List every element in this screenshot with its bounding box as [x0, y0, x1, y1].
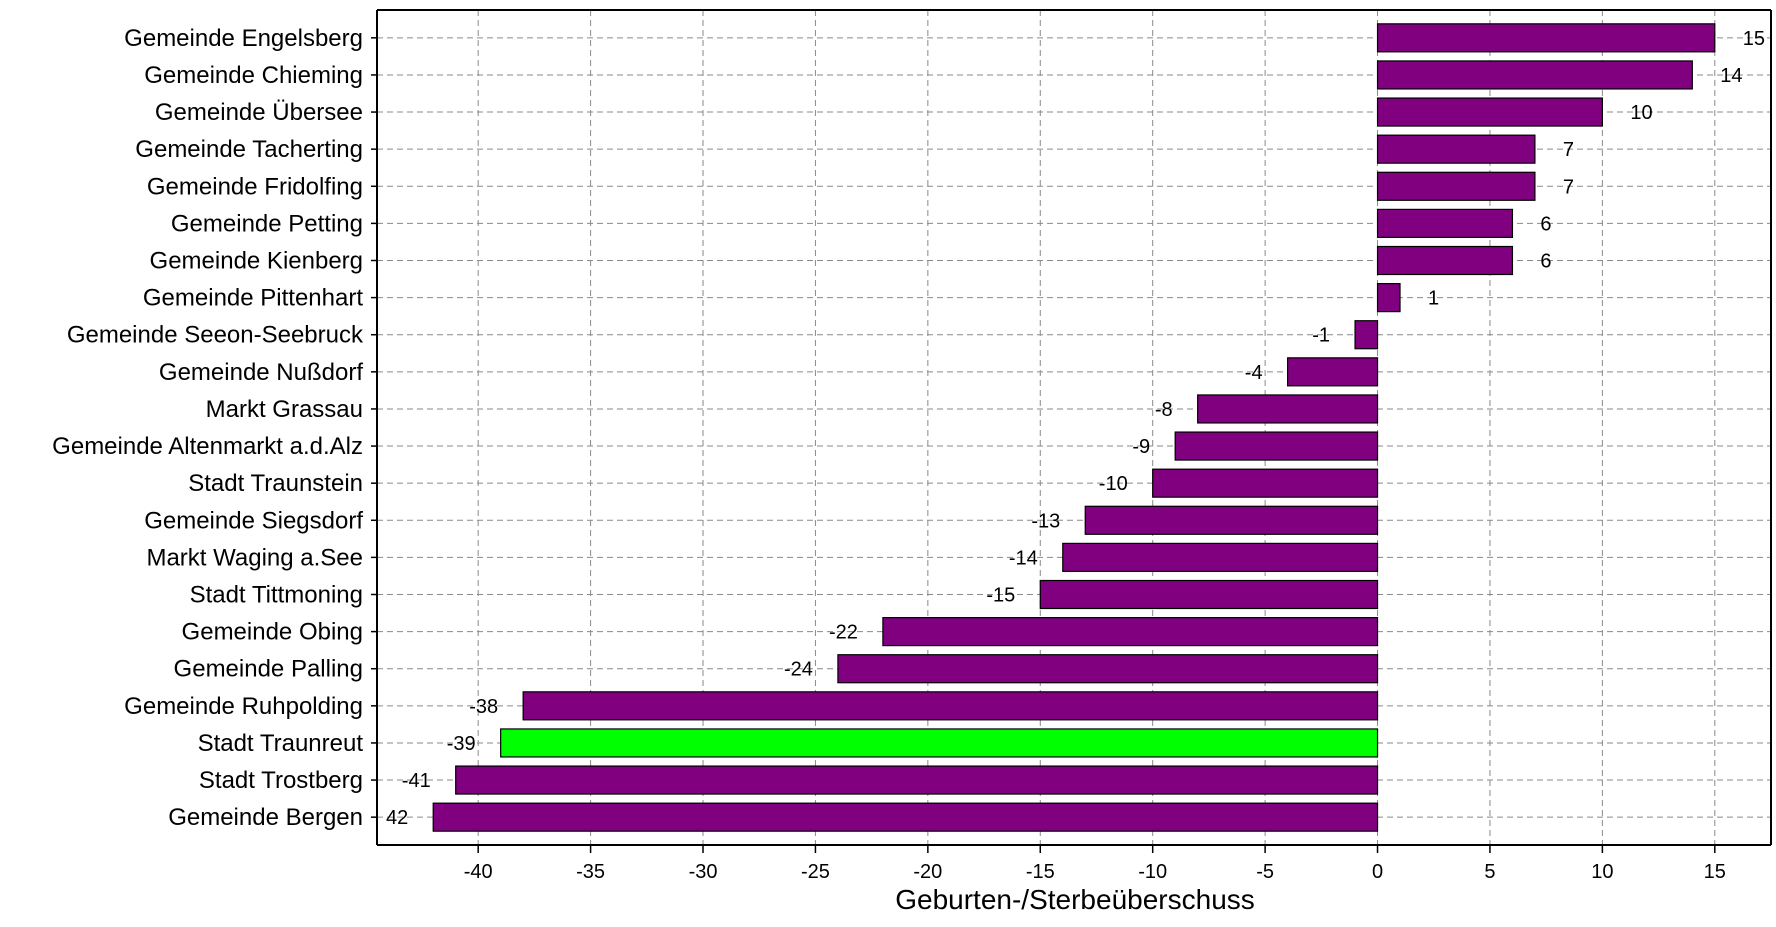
category-label: Stadt Tittmoning [190, 582, 363, 609]
bar [882, 617, 1379, 647]
category-label: Gemeinde Pittenhart [143, 285, 363, 312]
bar [522, 691, 1379, 721]
x-tick-label: 10 [1591, 861, 1613, 883]
x-tick-label: -10 [1138, 861, 1167, 883]
category-label: Gemeinde Bergen [168, 804, 363, 831]
bar [1197, 394, 1379, 424]
data-label: -4 [1245, 362, 1263, 384]
category-label: Gemeinde Altenmarkt a.d.Alz [52, 433, 363, 460]
category-label: Stadt Traunstein [188, 470, 363, 497]
category-label: Stadt Trostberg [199, 767, 363, 794]
category-label: Stadt Traunreut [198, 730, 364, 757]
bar [1376, 283, 1401, 313]
category-label: Markt Grassau [206, 396, 363, 423]
bar [1039, 579, 1379, 610]
data-label: -14 [1009, 547, 1038, 569]
data-label: -9 [1132, 436, 1150, 458]
data-label: 42 [386, 807, 408, 829]
data-label: -38 [469, 696, 498, 718]
category-label: Gemeinde Seeon-Seebruck [67, 322, 364, 349]
data-label: -24 [784, 659, 813, 681]
category-label: Gemeinde Engelsberg [124, 25, 363, 52]
bar [1354, 320, 1379, 350]
data-label: 10 [1630, 102, 1652, 124]
bar [432, 802, 1379, 832]
category-label: Gemeinde Chieming [144, 62, 363, 89]
bar [1376, 60, 1693, 90]
data-label: 7 [1563, 139, 1574, 161]
bar [1376, 245, 1514, 276]
bar [837, 654, 1379, 684]
data-label: 6 [1540, 213, 1551, 235]
category-label: Gemeinde Fridolfing [147, 173, 363, 200]
data-label: 15 [1743, 28, 1765, 50]
x-tick-label: -15 [1026, 861, 1055, 883]
category-label: Gemeinde Ruhpolding [124, 693, 363, 720]
bar [1174, 431, 1379, 461]
bars [432, 23, 1716, 832]
category-label: Gemeinde Tacherting [135, 136, 363, 163]
x-tick-label: 15 [1704, 861, 1726, 883]
x-tick-label: -30 [689, 861, 718, 883]
data-label: 6 [1540, 251, 1551, 273]
x-tick-label: 0 [1372, 861, 1383, 883]
data-label: -13 [1031, 510, 1060, 532]
x-tick-label: -35 [576, 861, 605, 883]
x-tick-label: -40 [464, 861, 493, 883]
data-label: -39 [447, 733, 476, 755]
bar [1376, 23, 1716, 53]
category-label: Gemeinde Siegsdorf [144, 507, 363, 534]
data-label: -22 [829, 622, 858, 644]
category-label: Gemeinde Palling [174, 656, 363, 683]
data-label: -10 [1099, 473, 1128, 495]
labels: 15141077661-1-4-8-9-10-13-14-15-22-24-38… [52, 25, 1765, 831]
bar [500, 728, 1379, 758]
data-label: -15 [986, 585, 1015, 607]
bar [1062, 542, 1379, 572]
x-tick-label: -20 [913, 861, 942, 883]
category-label: Gemeinde Nußdorf [159, 359, 363, 386]
bar [1376, 171, 1536, 201]
bar [1152, 468, 1379, 498]
bar [1376, 208, 1514, 238]
x-tick-label: -25 [801, 861, 830, 883]
data-label: -41 [402, 770, 431, 792]
data-label: -1 [1312, 325, 1330, 347]
bar [1286, 357, 1379, 387]
category-label: Gemeinde Übersee [155, 99, 363, 126]
x-tick-label: -5 [1256, 861, 1274, 883]
category-label: Gemeinde Obing [182, 619, 363, 646]
data-label: 14 [1720, 65, 1742, 87]
category-label: Gemeinde Petting [171, 210, 363, 237]
data-label: 7 [1563, 176, 1574, 198]
data-label: 1 [1428, 288, 1439, 310]
x-axis-label: Geburten-/Sterbeüberschuss [895, 884, 1255, 915]
bar [1376, 97, 1603, 127]
bar [455, 765, 1379, 795]
bar [1376, 134, 1536, 164]
x-tick-label: 5 [1484, 861, 1495, 883]
category-label: Gemeinde Kienberg [150, 248, 363, 275]
category-label: Markt Waging a.See [146, 544, 363, 571]
data-label: -8 [1155, 399, 1173, 421]
bar [1084, 505, 1379, 535]
